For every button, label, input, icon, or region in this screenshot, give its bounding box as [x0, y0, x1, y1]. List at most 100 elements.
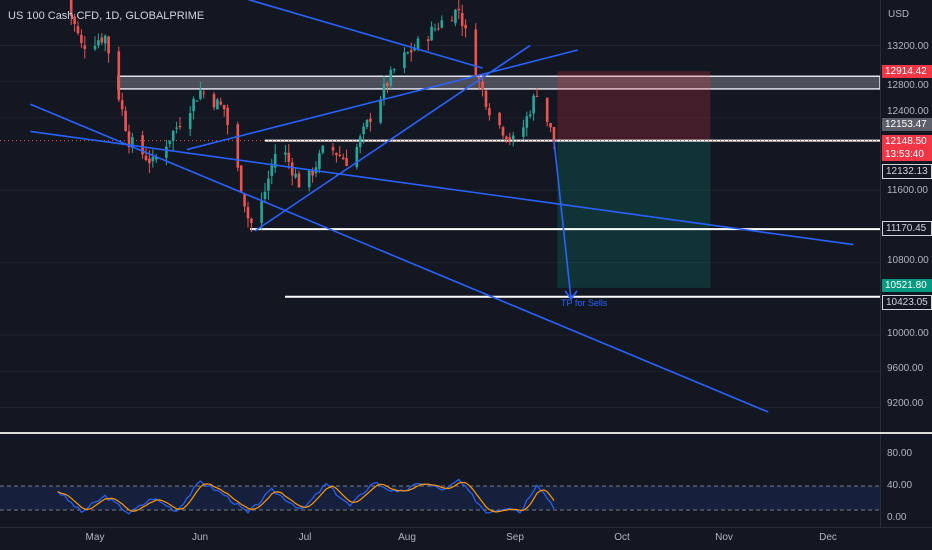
candle-body	[212, 94, 216, 108]
candle-body	[386, 82, 389, 87]
candle-body	[426, 39, 430, 41]
level-tag-3[interactable]: 10423.05	[882, 295, 932, 310]
candle-body	[273, 154, 277, 168]
candle-body	[284, 152, 287, 155]
candle-body	[100, 37, 104, 43]
candle-body	[226, 107, 229, 126]
candle-body	[311, 169, 314, 176]
candle-body	[165, 146, 168, 158]
candle-body	[124, 110, 127, 131]
candle-body	[355, 147, 359, 168]
candle-body	[341, 157, 345, 160]
candle-body	[148, 158, 151, 164]
candle-body	[290, 162, 294, 176]
price-tick: 13200.00	[887, 41, 929, 52]
candle-body	[76, 26, 80, 34]
price-tick: 9600.00	[887, 363, 924, 374]
price-axis-separator	[880, 0, 881, 527]
symbol-title[interactable]: US 100 Cash CFD, 1D, GLOBALPRIME	[8, 10, 205, 22]
candle-body	[488, 108, 491, 116]
resistance-zone[interactable]	[117, 75, 881, 90]
candle-body	[239, 165, 243, 193]
candle-body	[331, 147, 335, 151]
candle-body	[202, 92, 206, 94]
candle-body	[103, 35, 107, 44]
candle-body	[270, 165, 274, 176]
candle-body	[178, 125, 182, 128]
candle-body	[477, 77, 481, 80]
level-tag-1[interactable]: 12132.13	[882, 164, 932, 179]
candle-body	[338, 154, 342, 157]
candle-body	[151, 156, 155, 162]
candle-body	[430, 26, 433, 41]
stop-price-tag[interactable]: 12914.42	[882, 65, 932, 78]
candle-body	[335, 152, 338, 156]
candle-body	[365, 119, 369, 127]
time-label: Jul	[298, 532, 312, 543]
candle-body	[437, 28, 440, 30]
candle-body	[73, 16, 76, 25]
candle-body	[505, 136, 508, 139]
oscillator-tick: 0.00	[887, 512, 907, 523]
candle-body	[403, 52, 406, 68]
candle-body	[413, 48, 416, 51]
candle-body	[127, 131, 131, 148]
pane-separator[interactable]	[0, 432, 932, 434]
candle-body	[392, 69, 396, 71]
candle-body	[460, 12, 464, 27]
candle-body	[297, 173, 301, 188]
candle-body	[175, 127, 178, 129]
candle-body	[222, 104, 226, 110]
candle-body	[199, 90, 202, 99]
price-tick: 10800.00	[887, 255, 929, 266]
time-axis-separator	[0, 527, 932, 528]
target-price-tag[interactable]: 10521.80	[882, 279, 932, 292]
candle-body	[433, 28, 437, 30]
candle-body	[409, 49, 413, 53]
price-tick: 12400.00	[887, 106, 929, 117]
candle-body	[154, 157, 158, 160]
tp-annotation[interactable]: TP for Sells	[561, 298, 608, 308]
candle-body	[117, 51, 121, 100]
candle-body	[379, 99, 382, 123]
time-label: Aug	[398, 532, 416, 543]
candle-body	[474, 29, 478, 77]
time-label: Nov	[715, 532, 733, 543]
stochastic-d-line	[57, 481, 555, 513]
price-tick: 12800.00	[887, 80, 929, 91]
time-label: Oct	[614, 532, 630, 543]
oscillator-tick: 40.00	[887, 480, 913, 491]
candle-body	[216, 99, 219, 110]
price-tick: 9200.00	[887, 398, 924, 409]
candle-body	[250, 218, 253, 223]
stop-loss-zone[interactable]	[557, 71, 711, 141]
countdown-tag: 13:53:40	[882, 148, 932, 161]
candle-body	[263, 191, 267, 199]
candle-body	[454, 9, 457, 24]
candle-body	[511, 135, 515, 140]
candle-body	[107, 36, 110, 54]
candle-body	[195, 100, 199, 102]
candle-body	[406, 52, 410, 54]
candle-body	[318, 153, 321, 169]
channel-lower-line[interactable]	[186, 49, 578, 151]
candle-body	[362, 126, 365, 135]
channel-middle-line[interactable]	[173, 0, 483, 69]
candle-body	[345, 158, 348, 166]
projection-line[interactable]	[553, 140, 572, 299]
time-label: Jun	[191, 532, 209, 543]
candle-body	[131, 137, 134, 149]
time-label: Sep	[506, 532, 524, 543]
candle-body	[508, 137, 512, 140]
candle-body	[535, 95, 539, 97]
candle-body	[382, 83, 386, 99]
currency-label: USD	[888, 9, 910, 20]
last-close-tag: 12153.47	[882, 118, 932, 131]
candle-body	[294, 173, 297, 178]
lower-descending-line[interactable]	[30, 103, 769, 413]
level-tag-2[interactable]: 11170.45	[882, 221, 932, 236]
upper-descending-line[interactable]	[30, 130, 854, 246]
channel-upper-line[interactable]	[254, 44, 531, 232]
